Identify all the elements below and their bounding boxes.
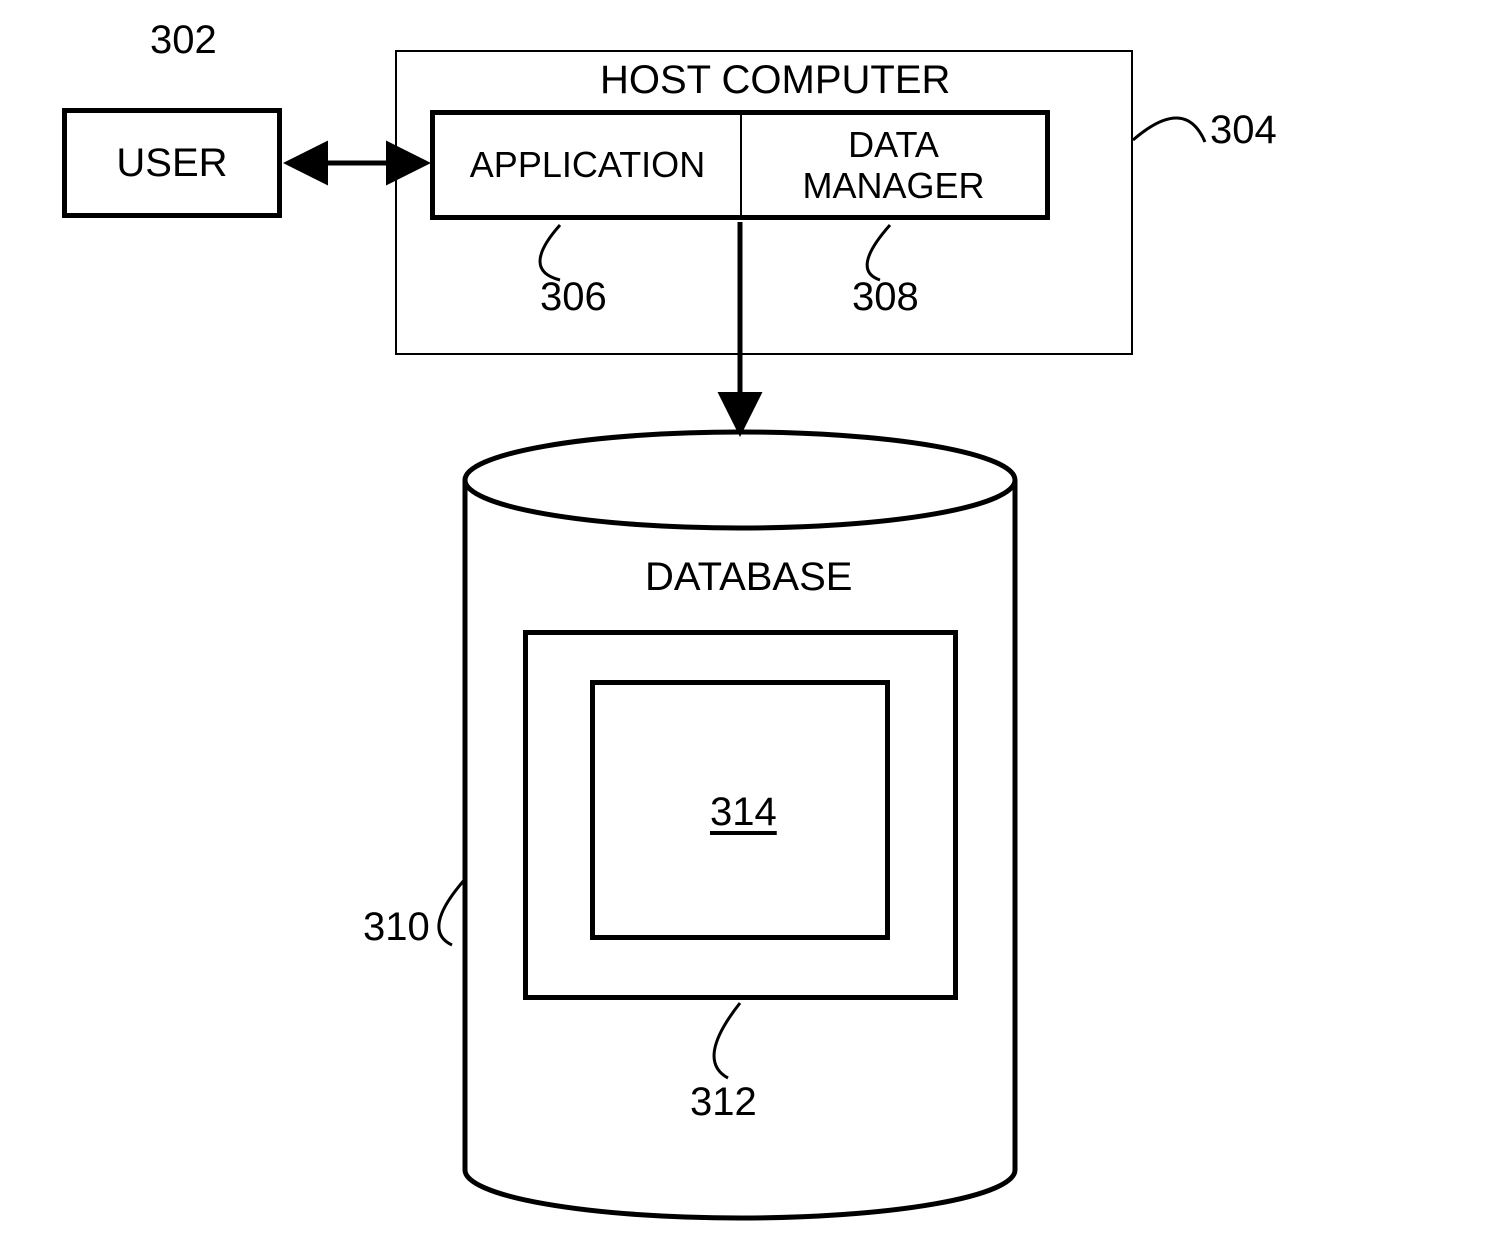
user-label: USER	[116, 140, 227, 186]
leader-310	[439, 878, 466, 945]
ref-310: 310	[363, 905, 430, 950]
host-label: HOST COMPUTER	[600, 58, 950, 103]
ref-302: 302	[150, 18, 217, 63]
ref-304: 304	[1210, 108, 1277, 153]
database-label: DATABASE	[645, 555, 852, 600]
application-box: APPLICATION	[430, 110, 742, 220]
ref-312: 312	[690, 1080, 757, 1125]
leader-312	[714, 1003, 740, 1078]
user-box: USER	[62, 108, 282, 218]
leader-304	[1133, 118, 1205, 142]
ref-314: 314	[710, 790, 777, 835]
data-manager-box: DATA MANAGER	[740, 110, 1050, 220]
ref-306: 306	[540, 275, 607, 320]
data-manager-label: DATA MANAGER	[802, 124, 984, 207]
ref-308: 308	[852, 275, 919, 320]
application-label: APPLICATION	[470, 144, 705, 185]
